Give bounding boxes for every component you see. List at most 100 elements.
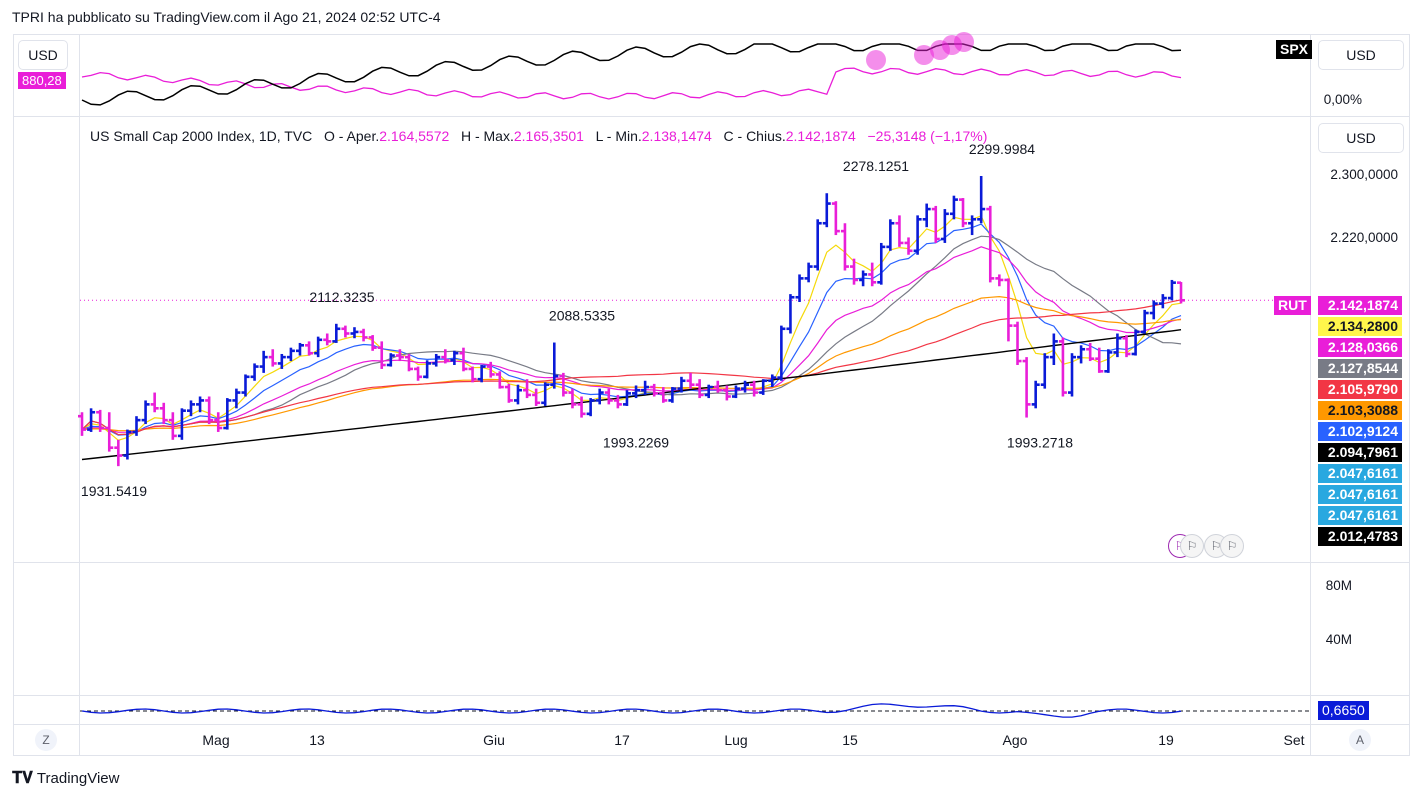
ohlc-bar xyxy=(840,223,849,271)
ohlc-bar xyxy=(813,219,822,271)
spx-symbol-badge: SPX xyxy=(1276,40,1313,59)
ohlc-bar xyxy=(1104,349,1113,373)
x-axis-label: Giu xyxy=(483,732,505,748)
ohlc-bar xyxy=(459,347,468,372)
ohlc-bar xyxy=(432,353,441,367)
ohlc-bar xyxy=(959,198,968,228)
x-axis-label: 15 xyxy=(842,732,858,748)
price-badge: 2.012,4783 xyxy=(1318,527,1402,546)
price-badge: 2.128,0366 xyxy=(1318,338,1402,357)
ohlc-bar xyxy=(759,379,768,395)
ohlc-bar xyxy=(259,350,268,373)
price-annotation: 1993.2269 xyxy=(603,435,669,451)
ohlc-bar xyxy=(286,347,295,362)
ohlc-bar xyxy=(114,439,123,467)
ohlc-bar xyxy=(1149,300,1158,320)
price-annotation: 2112.3235 xyxy=(309,289,374,305)
ohlc-bar xyxy=(532,388,541,406)
x-axis-label: Set xyxy=(1283,732,1305,748)
ohlc-bar xyxy=(668,387,677,403)
legend-title: US Small Cap 2000 Index, 1D, TVC xyxy=(90,128,313,144)
x-axis-label: 19 xyxy=(1158,732,1174,748)
ohlc-bar xyxy=(504,383,513,403)
top-currency-left-button[interactable]: USD xyxy=(18,40,68,70)
ohlc-bar xyxy=(622,390,631,406)
ohlc-bar xyxy=(141,400,150,425)
auto-scale-button[interactable]: A xyxy=(1349,729,1371,751)
legend-high-label: H - Max. xyxy=(460,128,514,144)
ohlc-bar xyxy=(913,215,922,255)
top-currency-right-button[interactable]: USD xyxy=(1318,40,1404,70)
ohlc-bar xyxy=(268,349,277,367)
price-badge: 2.047,6161 xyxy=(1318,506,1402,525)
ohlc-bar xyxy=(886,219,895,251)
y-axis-tick: 2.300,0000 xyxy=(1330,167,1398,182)
legend-open: 2.164,5572 xyxy=(379,128,450,144)
ohlc-series xyxy=(78,176,1185,467)
ohlc-bar xyxy=(341,325,350,338)
ohlc-bar xyxy=(414,366,423,381)
ohlc-bar xyxy=(704,384,713,399)
ohlc-bar xyxy=(641,380,650,395)
ohlc-bar xyxy=(314,336,323,358)
main-currency-button[interactable]: USD xyxy=(1318,123,1404,153)
ohlc-bar xyxy=(604,388,613,405)
publish-header: TPRI ha pubblicato su TradingView.com il… xyxy=(12,9,441,25)
ma-50-red-line xyxy=(81,299,1182,436)
ohlc-bar xyxy=(1068,353,1077,397)
signal-marker xyxy=(866,50,886,70)
ohlc-bar xyxy=(931,205,940,243)
ohlc-bar xyxy=(1113,333,1122,358)
ohlc-bar xyxy=(1158,294,1167,309)
oscillator-line xyxy=(80,703,1310,718)
ohlc-bar xyxy=(1004,278,1013,342)
ohlc-bar xyxy=(995,274,1004,287)
ohlc-bar xyxy=(441,349,450,364)
ohlc-bar xyxy=(359,328,368,342)
ohlc-bar xyxy=(477,365,486,383)
ohlc-bar xyxy=(1040,353,1049,389)
legend-close: 2.142,1874 xyxy=(785,128,856,144)
us-flag-icon[interactable]: ⚐ xyxy=(1180,534,1204,558)
ohlc-bar xyxy=(123,429,132,460)
ohlc-bar xyxy=(186,400,195,417)
main-legend: US Small Cap 2000 Index, 1D, TVC O - Ape… xyxy=(90,128,987,144)
ohlc-bar xyxy=(550,342,559,389)
ohlc-bar xyxy=(1140,309,1149,334)
ohlc-bar xyxy=(177,408,186,440)
us-flag-icon[interactable]: ⚐ xyxy=(1220,534,1244,558)
ma-20-line xyxy=(81,246,1182,433)
ohlc-bar xyxy=(613,394,622,409)
brand-name: TradingView xyxy=(36,770,120,787)
ma-20-gray-line xyxy=(81,235,1182,436)
ohlc-bar xyxy=(1086,342,1095,362)
ohlc-bar xyxy=(904,237,913,255)
ohlc-bar xyxy=(323,333,332,346)
ohlc-bar xyxy=(940,209,949,243)
footer-brand[interactable]: 𝐓𝐕 TradingView xyxy=(12,770,119,788)
timezone-button[interactable]: Z xyxy=(35,729,57,751)
ohlc-bar xyxy=(1058,337,1067,397)
ohlc-bar xyxy=(686,372,695,389)
spx-comparison-pane xyxy=(81,32,1182,106)
ohlc-bar xyxy=(132,416,141,436)
ohlc-bar xyxy=(713,380,722,393)
ohlc-bar xyxy=(922,203,931,228)
price-annotation: 2278.1251 xyxy=(843,158,909,174)
ohlc-bar xyxy=(695,379,704,399)
ohlc-bar xyxy=(768,374,777,388)
ohlc-bar xyxy=(968,215,977,236)
ohlc-bar xyxy=(423,360,432,379)
ohlc-bar xyxy=(1177,281,1185,304)
price-annotation: 2088.5335 xyxy=(549,308,615,324)
ohlc-bar xyxy=(395,349,404,362)
spx-black-line xyxy=(81,43,1182,106)
ohlc-bar xyxy=(677,376,686,393)
osc-line xyxy=(81,703,1182,718)
x-axis-label: Lug xyxy=(724,732,748,748)
ohlc-bar xyxy=(1049,333,1058,365)
ohlc-bar xyxy=(404,353,413,372)
ohlc-bar xyxy=(822,193,831,228)
time-axis-divider xyxy=(13,724,1410,725)
